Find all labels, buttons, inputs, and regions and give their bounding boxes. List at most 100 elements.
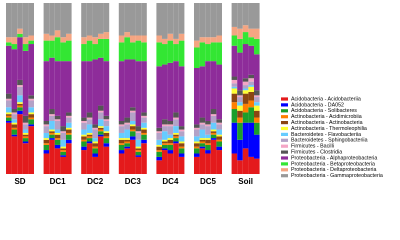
- bar-segment: [248, 3, 254, 29]
- bar-segment: [199, 139, 206, 142]
- bar-segment: [43, 3, 50, 34]
- group-label: SD: [14, 177, 25, 186]
- bar-segment: [98, 110, 104, 113]
- bar-segment: [199, 3, 206, 38]
- bar-segment: [60, 61, 66, 127]
- bar-segment: [210, 132, 217, 135]
- bar-segment: [60, 126, 66, 132]
- legend-label: Firmicutes - Bacilli: [291, 144, 334, 150]
- bar-segment: [141, 3, 147, 36]
- bar-segment: [6, 37, 12, 43]
- bar-segment: [124, 37, 130, 60]
- bar-segment: [118, 42, 125, 62]
- bar-segment: [237, 105, 243, 111]
- bar-segment: [216, 139, 222, 142]
- bar-segment: [118, 132, 125, 139]
- bar-segment: [254, 3, 260, 29]
- bar-segment: [22, 136, 29, 139]
- bar-segment: [231, 102, 238, 110]
- bar-segment: [81, 61, 87, 118]
- bar-segment: [103, 146, 110, 174]
- bar-segment: [242, 90, 249, 94]
- bar-segment: [231, 79, 238, 84]
- bar-segment: [22, 124, 29, 130]
- bar-segment: [124, 122, 130, 125]
- bar-segment: [54, 138, 61, 140]
- bar-segment: [205, 150, 211, 154]
- bar-segment: [254, 105, 260, 111]
- bar-segment: [49, 115, 55, 121]
- bar-segment: [231, 86, 238, 89]
- bar-segment: [162, 131, 168, 140]
- bar-segment: [103, 32, 110, 39]
- bar-segment: [242, 25, 249, 33]
- bar-segment: [194, 3, 200, 41]
- bar-segment: [130, 110, 136, 113]
- bar-segment: [60, 155, 66, 157]
- bar-segment: [92, 146, 98, 149]
- bar-segment: [178, 136, 185, 142]
- bar-segment: [248, 122, 254, 157]
- bar-segment: [162, 150, 168, 174]
- bar-segment: [162, 119, 168, 125]
- bar-segment: [49, 35, 55, 41]
- bar-segment: [118, 138, 125, 140]
- bar-segment: [92, 153, 98, 157]
- bar-segment: [124, 59, 130, 118]
- bar-segment: [11, 119, 18, 123]
- bar-segment: [6, 115, 12, 118]
- legend-label: Proteobacteria - Deltaproteobacteria: [291, 167, 376, 173]
- legend-swatch: [281, 109, 288, 113]
- bar-segment: [173, 136, 179, 139]
- bar-segment: [135, 35, 142, 41]
- bar-segment: [242, 85, 249, 89]
- bar-segment: [199, 37, 206, 43]
- bar-segment: [130, 131, 136, 137]
- bar-segment: [205, 37, 211, 45]
- bar-segment: [135, 40, 142, 62]
- bar-segment: [173, 138, 179, 142]
- bar-segment: [199, 124, 206, 130]
- bar-segment: [156, 35, 162, 43]
- bar-segment: [86, 35, 93, 41]
- bar-segment: [178, 33, 185, 41]
- bar-segment: [43, 124, 50, 127]
- bar-segment: [118, 139, 125, 144]
- legend-swatch: [281, 168, 288, 172]
- bar-segment: [199, 122, 206, 125]
- bar-segment: [22, 115, 29, 123]
- bar-segment: [28, 119, 34, 125]
- bar-segment: [248, 156, 254, 174]
- bar-segment: [11, 124, 18, 128]
- bar-segment: [60, 42, 66, 62]
- bar-segment: [49, 132, 55, 135]
- bar-segment: [135, 139, 142, 147]
- legend-label: Acidobacteria - Acidobacteriia: [291, 96, 361, 102]
- bar-segment: [124, 124, 130, 130]
- bar-segment: [178, 156, 185, 174]
- bar-segment: [86, 61, 93, 113]
- bar-segment: [216, 141, 222, 147]
- bar-segment: [11, 114, 18, 120]
- bar-segment: [17, 79, 23, 86]
- bar-segment: [28, 126, 34, 174]
- bar-segment: [81, 134, 87, 137]
- bar-segment: [43, 126, 50, 133]
- bar-segment: [254, 117, 260, 123]
- legend-swatch: [281, 115, 288, 119]
- bar-segment: [254, 54, 260, 91]
- bar-segment: [17, 105, 23, 108]
- bar-segment: [199, 143, 206, 147]
- bar-segment: [81, 136, 87, 140]
- bar-segment: [43, 150, 50, 154]
- bar-segment: [66, 117, 72, 123]
- bar-segment: [98, 57, 104, 106]
- bar-segment: [118, 150, 125, 154]
- bar-segment: [92, 156, 98, 174]
- bar-segment: [216, 136, 222, 140]
- bar-segment: [17, 86, 23, 96]
- bar-segment: [205, 124, 211, 127]
- bar-segment: [6, 45, 12, 94]
- bar-segment: [205, 153, 211, 174]
- bar-segment: [237, 139, 243, 161]
